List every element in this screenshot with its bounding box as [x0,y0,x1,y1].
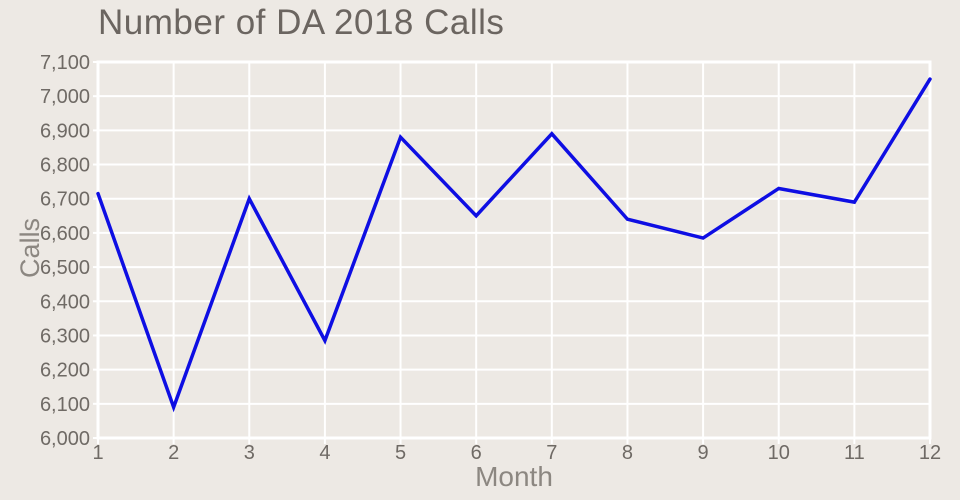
chart-title: Number of DA 2018 Calls [98,3,505,42]
y-tick-label: 6,100 [40,394,90,416]
y-tick-label: 6,200 [40,360,90,382]
x-tick-label: 6 [471,442,482,464]
x-tick-label: 12 [919,442,941,464]
x-tick-label: 9 [698,442,709,464]
x-tick-label: 3 [244,442,255,464]
y-tick-label: 6,600 [40,223,90,245]
y-tick-label: 6,500 [40,257,90,279]
x-tick-label: 2 [168,442,179,464]
y-tick-label: 6,000 [40,428,90,450]
x-tick-label: 5 [395,442,406,464]
y-axis-label: Calls [15,218,45,279]
plot-border [96,60,932,440]
y-tick-label: 6,700 [40,189,90,211]
x-tick-label: 11 [844,442,865,464]
x-tick-label: 4 [319,442,330,464]
y-tick-label: 6,400 [40,291,90,313]
y-tick-label: 7,100 [40,52,90,74]
x-axis-label: Month [475,461,553,492]
x-tick-label: 1 [92,442,103,464]
y-tick-label: 6,300 [40,325,90,347]
x-tick-label: 8 [622,442,633,464]
x-tick-label: 10 [768,442,790,464]
y-tick-label: 6,900 [40,120,90,142]
x-tick-label: 7 [546,442,557,464]
y-tick-label: 6,800 [40,155,90,177]
data-line [96,77,932,413]
y-tick-label: 7,000 [40,86,90,108]
